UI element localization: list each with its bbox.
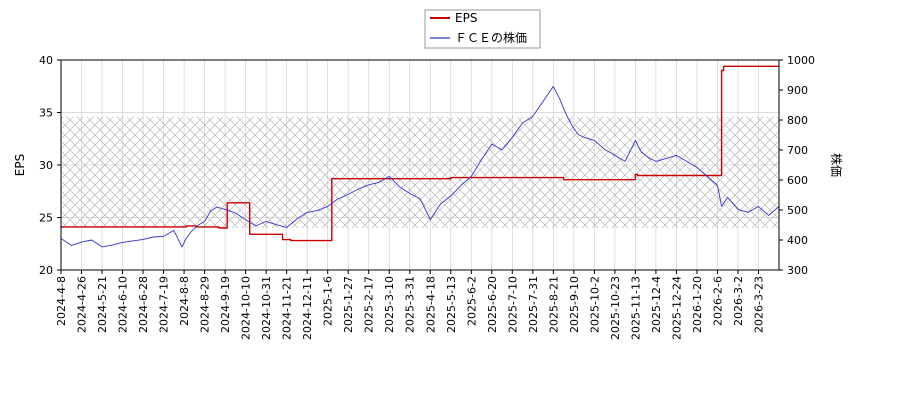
x-tick-label: 2025-7-31 <box>527 276 540 333</box>
x-tick-label: 2025-11-13 <box>629 276 642 340</box>
x-axis: 2024-4-8 2024-4-26 2024-5-21 2024-6-10 2024-… <box>55 270 765 340</box>
left-tick-label: 40 <box>39 54 53 67</box>
x-tick-label: 2024-6-10 <box>117 276 130 333</box>
x-tick-label: 2024-12-11 <box>301 276 314 340</box>
x-tick-label: 2024-8-8 <box>178 276 191 326</box>
x-tick-label: 2025-9-10 <box>568 276 581 333</box>
x-tick-label: 2024-6-28 <box>137 276 150 333</box>
series-layer <box>61 65 779 248</box>
x-tick-label: 2024-10-31 <box>260 276 273 340</box>
right-tick-label: 600 <box>787 174 808 187</box>
left-axis: 20 25 30 35 40 <box>39 54 61 277</box>
left-tick-label: 20 <box>39 264 53 277</box>
x-tick-label: 2025-1-6 <box>322 276 335 326</box>
left-tick-label: 35 <box>39 107 53 120</box>
right-tick-label: 300 <box>787 264 808 277</box>
x-tick-label: 2025-7-10 <box>506 276 519 333</box>
x-tick-label: 2025-4-18 <box>424 276 437 333</box>
legend-box <box>424 9 541 49</box>
x-tick-label: 2026-1-20 <box>691 276 704 333</box>
x-tick-label: 2025-6-20 <box>486 276 499 333</box>
x-tick-label: 2025-3-10 <box>383 276 396 333</box>
x-tick-label: 2024-8-29 <box>199 276 212 333</box>
x-tick-label: 2024-4-26 <box>76 276 89 333</box>
right-axis-title: 株価 <box>829 153 844 177</box>
series-line-eps <box>61 65 779 242</box>
x-tick-label: 2025-8-21 <box>547 276 560 333</box>
right-tick-label: 1000 <box>787 54 815 67</box>
x-tick-label: 2024-4-8 <box>55 276 68 326</box>
x-tick-label: 2026-2-6 <box>711 276 724 326</box>
x-tick-label: 2025-10-2 <box>588 276 601 333</box>
x-tick-label: 2025-5-13 <box>445 276 458 333</box>
right-tick-label: 800 <box>787 114 808 127</box>
x-tick-label: 2025-12-24 <box>670 276 683 340</box>
right-tick-label: 900 <box>787 84 808 97</box>
x-tick-label: 2024-5-21 <box>96 276 109 333</box>
x-tick-label: 2025-3-31 <box>404 276 417 333</box>
x-tick-label: 2025-6-2 <box>465 276 478 326</box>
legend: EPS ＦＣＥの株価 <box>424 9 541 49</box>
x-tick-label: 2024-9-19 <box>219 276 232 333</box>
right-tick-label: 400 <box>787 234 808 247</box>
legend-label-eps: EPS <box>455 11 477 25</box>
x-tick-label: 2024-7-19 <box>158 276 171 333</box>
left-tick-label: 25 <box>39 212 53 225</box>
right-tick-label: 500 <box>787 204 808 217</box>
series-line-stock-price <box>61 85 779 248</box>
left-axis-title: EPS <box>13 154 27 176</box>
x-tick-label: 2025-1-27 <box>342 276 355 333</box>
x-tick-label: 2024-10-10 <box>240 276 253 340</box>
right-tick-label: 700 <box>787 144 808 157</box>
x-tick-label: 2026-3-2 <box>732 276 745 326</box>
x-tick-label: 2025-12-4 <box>650 276 663 333</box>
left-tick-label: 30 <box>39 159 53 172</box>
x-tick-label: 2025-2-17 <box>363 276 376 333</box>
legend-label-stock-price: ＦＣＥの株価 <box>455 30 527 45</box>
right-axis: 300 400 500 600 700 800 900 1000 <box>779 54 815 277</box>
x-tick-label: 2024-11-21 <box>281 276 294 340</box>
shaded-band <box>61 117 779 228</box>
x-tick-label: 2026-3-23 <box>752 276 765 333</box>
x-tick-label: 2025-10-23 <box>609 276 622 340</box>
